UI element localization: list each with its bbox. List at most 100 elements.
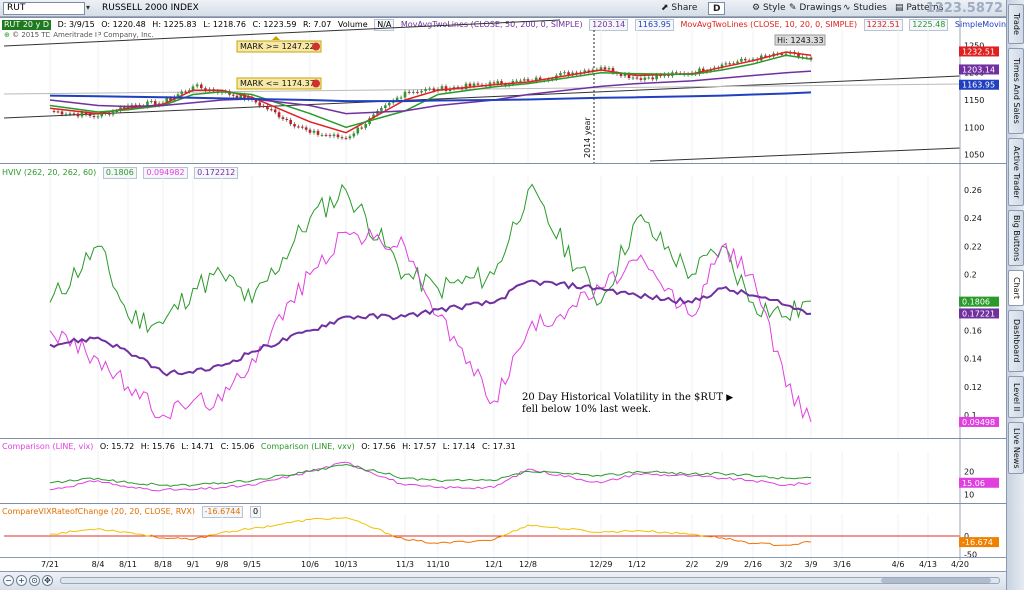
cmp1-high: H: 15.76	[140, 442, 175, 451]
roc-pane[interactable]: CompareVIXRateofChange (20, 20, CLOSE, R…	[0, 503, 1006, 560]
hv-value-2: 0.094982	[143, 167, 188, 179]
candle-body	[384, 105, 387, 109]
date-tick-label: 9/1	[187, 560, 200, 569]
zoom-in-icon[interactable]: +	[16, 575, 27, 586]
candle-body	[651, 77, 655, 80]
share-icon: ⬈	[661, 3, 672, 13]
series-IV	[49, 183, 812, 334]
tab-live-news[interactable]: Live News	[1008, 422, 1024, 474]
share-button[interactable]: ⬈ Share	[661, 3, 698, 13]
comparison-chart[interactable]: 20 10 15.06	[0, 439, 1006, 504]
drawings-button[interactable]: ✎ Drawings	[789, 3, 842, 13]
series-roc-segment	[302, 519, 307, 523]
cmp-tick-label: 10	[964, 490, 974, 499]
candle-body	[747, 60, 751, 62]
chart-label: RUT 20 y D	[2, 20, 52, 30]
tab-times-and-sales[interactable]: Times And Sales	[1008, 48, 1024, 134]
tab-big-buttons[interactable]: Big Buttons	[1008, 210, 1024, 266]
series-roc-segment	[769, 542, 774, 546]
price-chart[interactable]: 2014 year MARK >= 1247.22 MARK <= 1174.37 H…	[0, 18, 1006, 164]
series-roc-segment	[389, 533, 394, 537]
series-roc-segment	[449, 541, 455, 544]
series-roc-segment	[572, 528, 577, 530]
date-tick-label: 9/15	[243, 560, 261, 569]
candle-body	[364, 123, 367, 128]
date-tick-label: 8/18	[154, 560, 172, 569]
tab-chart[interactable]: Chart	[1008, 270, 1024, 306]
price-price-tag-label: 1163.95	[962, 81, 995, 90]
candle-body	[72, 113, 76, 115]
hv-pane[interactable]: HVIV (262, 20, 262, 60) 0.1806 0.094982 …	[0, 163, 1006, 439]
candle-body	[526, 79, 530, 81]
series-roc-segment	[57, 531, 63, 535]
plus-icon[interactable]: ⊕	[4, 31, 13, 39]
date-tick-label: 12/29	[589, 560, 612, 569]
symbol-input[interactable]: RUT	[3, 2, 85, 15]
hv-label: HVIV (262, 20, 262, 60)	[2, 168, 97, 177]
candle-body	[96, 116, 100, 118]
series-roc-segment	[706, 535, 711, 538]
date-tick-label: 10/6	[301, 560, 319, 569]
date-tick-label: 11/3	[396, 560, 414, 569]
horizontal-scrollbar[interactable]	[60, 577, 1000, 584]
hv-price-tag	[959, 308, 999, 319]
series-roc-segment	[527, 524, 533, 527]
hi-label: Hi: 1243.33	[777, 36, 824, 45]
roc-chart[interactable]: 0 -50 -16.674	[0, 504, 1006, 560]
series-roc-segment	[684, 532, 689, 535]
pan-icon[interactable]: ✥	[42, 575, 53, 586]
candle-body	[780, 54, 784, 56]
candle-body	[332, 134, 336, 137]
series-roc-segment	[251, 526, 257, 530]
series-roc-segment	[445, 541, 451, 544]
price-pane[interactable]: RUT 20 y D D: 3/9/15 O: 1220.48 H: 1225.…	[0, 17, 1019, 164]
last-price: 1223.5872	[925, 1, 1003, 16]
aggregation-button[interactable]: D	[708, 2, 726, 15]
candle-body	[134, 104, 138, 106]
candle-body	[372, 114, 375, 119]
tab-trade[interactable]: Trade	[1008, 4, 1024, 44]
series-roc-segment	[695, 533, 700, 536]
tab-level-ii[interactable]: Level II	[1008, 376, 1024, 418]
candle-body	[428, 88, 432, 90]
candle-body	[736, 61, 739, 64]
candle-body	[176, 94, 180, 98]
cmp2-open: O: 17.56	[361, 442, 396, 451]
series-roc-segment	[309, 518, 315, 520]
zoom-reset-icon[interactable]: ⊙	[29, 575, 40, 586]
tab-dashboard[interactable]: Dashboard	[1008, 310, 1024, 372]
series-roc-segment	[733, 539, 738, 542]
comparison-pane[interactable]: Comparison (LINE, vix) O: 15.72 H: 15.76…	[0, 438, 1006, 504]
candle-body	[180, 91, 184, 95]
date-tick-label: 3/2	[780, 560, 793, 569]
zoom-out-icon[interactable]: −	[3, 575, 14, 586]
candle-body	[231, 94, 235, 96]
candle-body	[316, 130, 320, 135]
ma1-value-1: 1203.14	[589, 19, 629, 31]
series-sma10	[49, 51, 812, 134]
series-roc-segment	[298, 520, 303, 523]
hv-chart[interactable]: 0.260.240.220.20.180.160.140.120.10.1806…	[0, 164, 1006, 439]
roc-price-tag	[959, 537, 999, 548]
candle-body	[336, 134, 340, 138]
style-button[interactable]: ⚙ Style	[752, 3, 786, 13]
cmp1-label: Comparison (LINE, vix)	[2, 442, 94, 451]
price-price-tag	[959, 79, 999, 90]
studies-button[interactable]: ∿ Studies	[843, 3, 887, 13]
candle-body	[320, 134, 324, 136]
hi-label-box	[774, 34, 826, 46]
patterns-button[interactable]: ▤ Patterns	[895, 3, 944, 13]
hv-tick-label: 0.12	[964, 383, 982, 392]
chevron-down-icon[interactable]: ▾	[86, 3, 91, 12]
candle-body	[563, 72, 566, 74]
tab-active-trader[interactable]: Active Trader	[1008, 138, 1024, 206]
price-tick-label: 1250	[964, 41, 984, 50]
scrollbar-thumb[interactable]	[881, 578, 991, 583]
series-roc-segment	[333, 517, 339, 519]
candle-body	[639, 78, 643, 80]
series-roc-segment	[275, 524, 280, 526]
candle-body	[403, 91, 407, 98]
series-roc-segment	[540, 525, 545, 528]
candle-body	[107, 112, 111, 115]
series-roc-segment	[421, 540, 426, 544]
